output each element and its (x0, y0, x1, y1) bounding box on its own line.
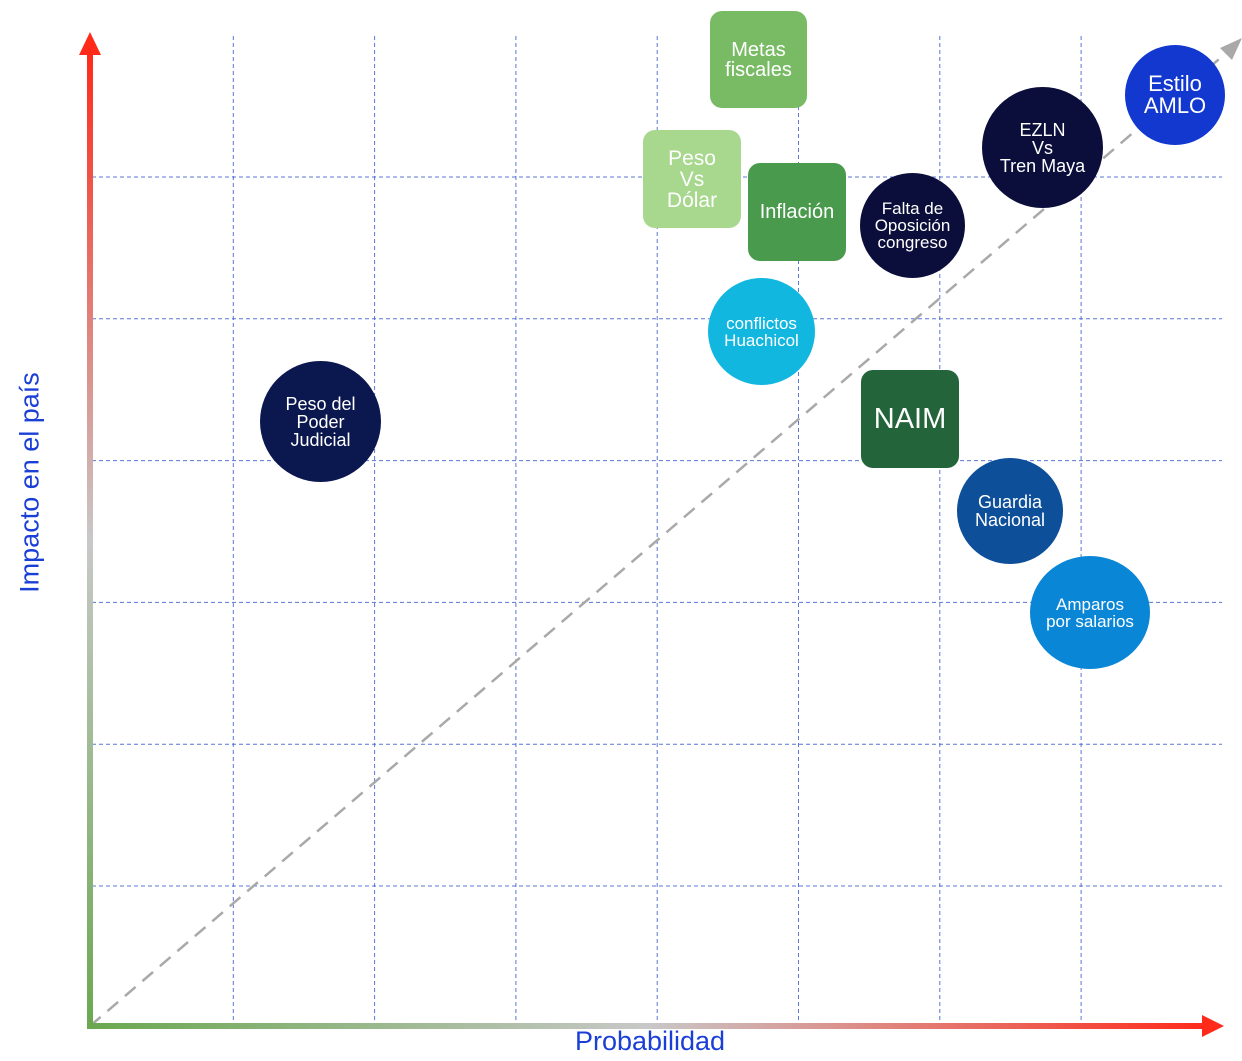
y-axis-arrowhead (79, 32, 101, 55)
diagonal-arrowhead (1220, 38, 1242, 60)
y-axis (87, 52, 93, 1029)
item-conflictos-huachicol: conflictos Huachicol (708, 278, 815, 385)
item-guardia-nacional: Guardia Nacional (957, 458, 1063, 564)
item-label: Estilo AMLO (1143, 71, 1207, 118)
item-estilo-amlo: Estilo AMLO (1125, 45, 1225, 145)
item-label: EZLN Vs Tren Maya (999, 119, 1086, 176)
x-axis-label: Probabilidad (574, 1026, 726, 1056)
item-falta-oposicion: Falta de Oposición congreso (860, 173, 965, 278)
item-label: Falta de Oposición congreso (874, 199, 951, 252)
item-label: Amparos por salarios (1046, 594, 1134, 631)
item-label: NAIM (873, 402, 947, 435)
x-axis-arrowhead (1202, 1015, 1224, 1037)
item-label: Peso Vs Dólar (666, 146, 718, 212)
item-metas-fiscales: Metas fiscales (710, 11, 807, 108)
item-label: conflictos Huachicol (724, 313, 799, 350)
item-label: Peso del Poder Judicial (285, 393, 356, 450)
diagonal-reference-line (89, 47, 1233, 1027)
y-axis-label: Impacto en el país (14, 372, 45, 593)
item-ezln-tren-maya: EZLN Vs Tren Maya (982, 87, 1103, 208)
item-label: Inflación (759, 201, 835, 223)
item-amparos-salarios: Amparos por salarios (1030, 556, 1150, 669)
item-peso-poder-judicial: Peso del Poder Judicial (260, 361, 381, 482)
item-peso-vs-dolar: Peso Vs Dólar (643, 130, 741, 228)
item-naim: NAIM (861, 370, 959, 468)
item-label: Guardia Nacional (974, 492, 1046, 530)
item-label: Metas fiscales (725, 38, 792, 81)
item-inflacion: Inflación (748, 163, 846, 261)
x-axis (88, 1023, 1208, 1029)
